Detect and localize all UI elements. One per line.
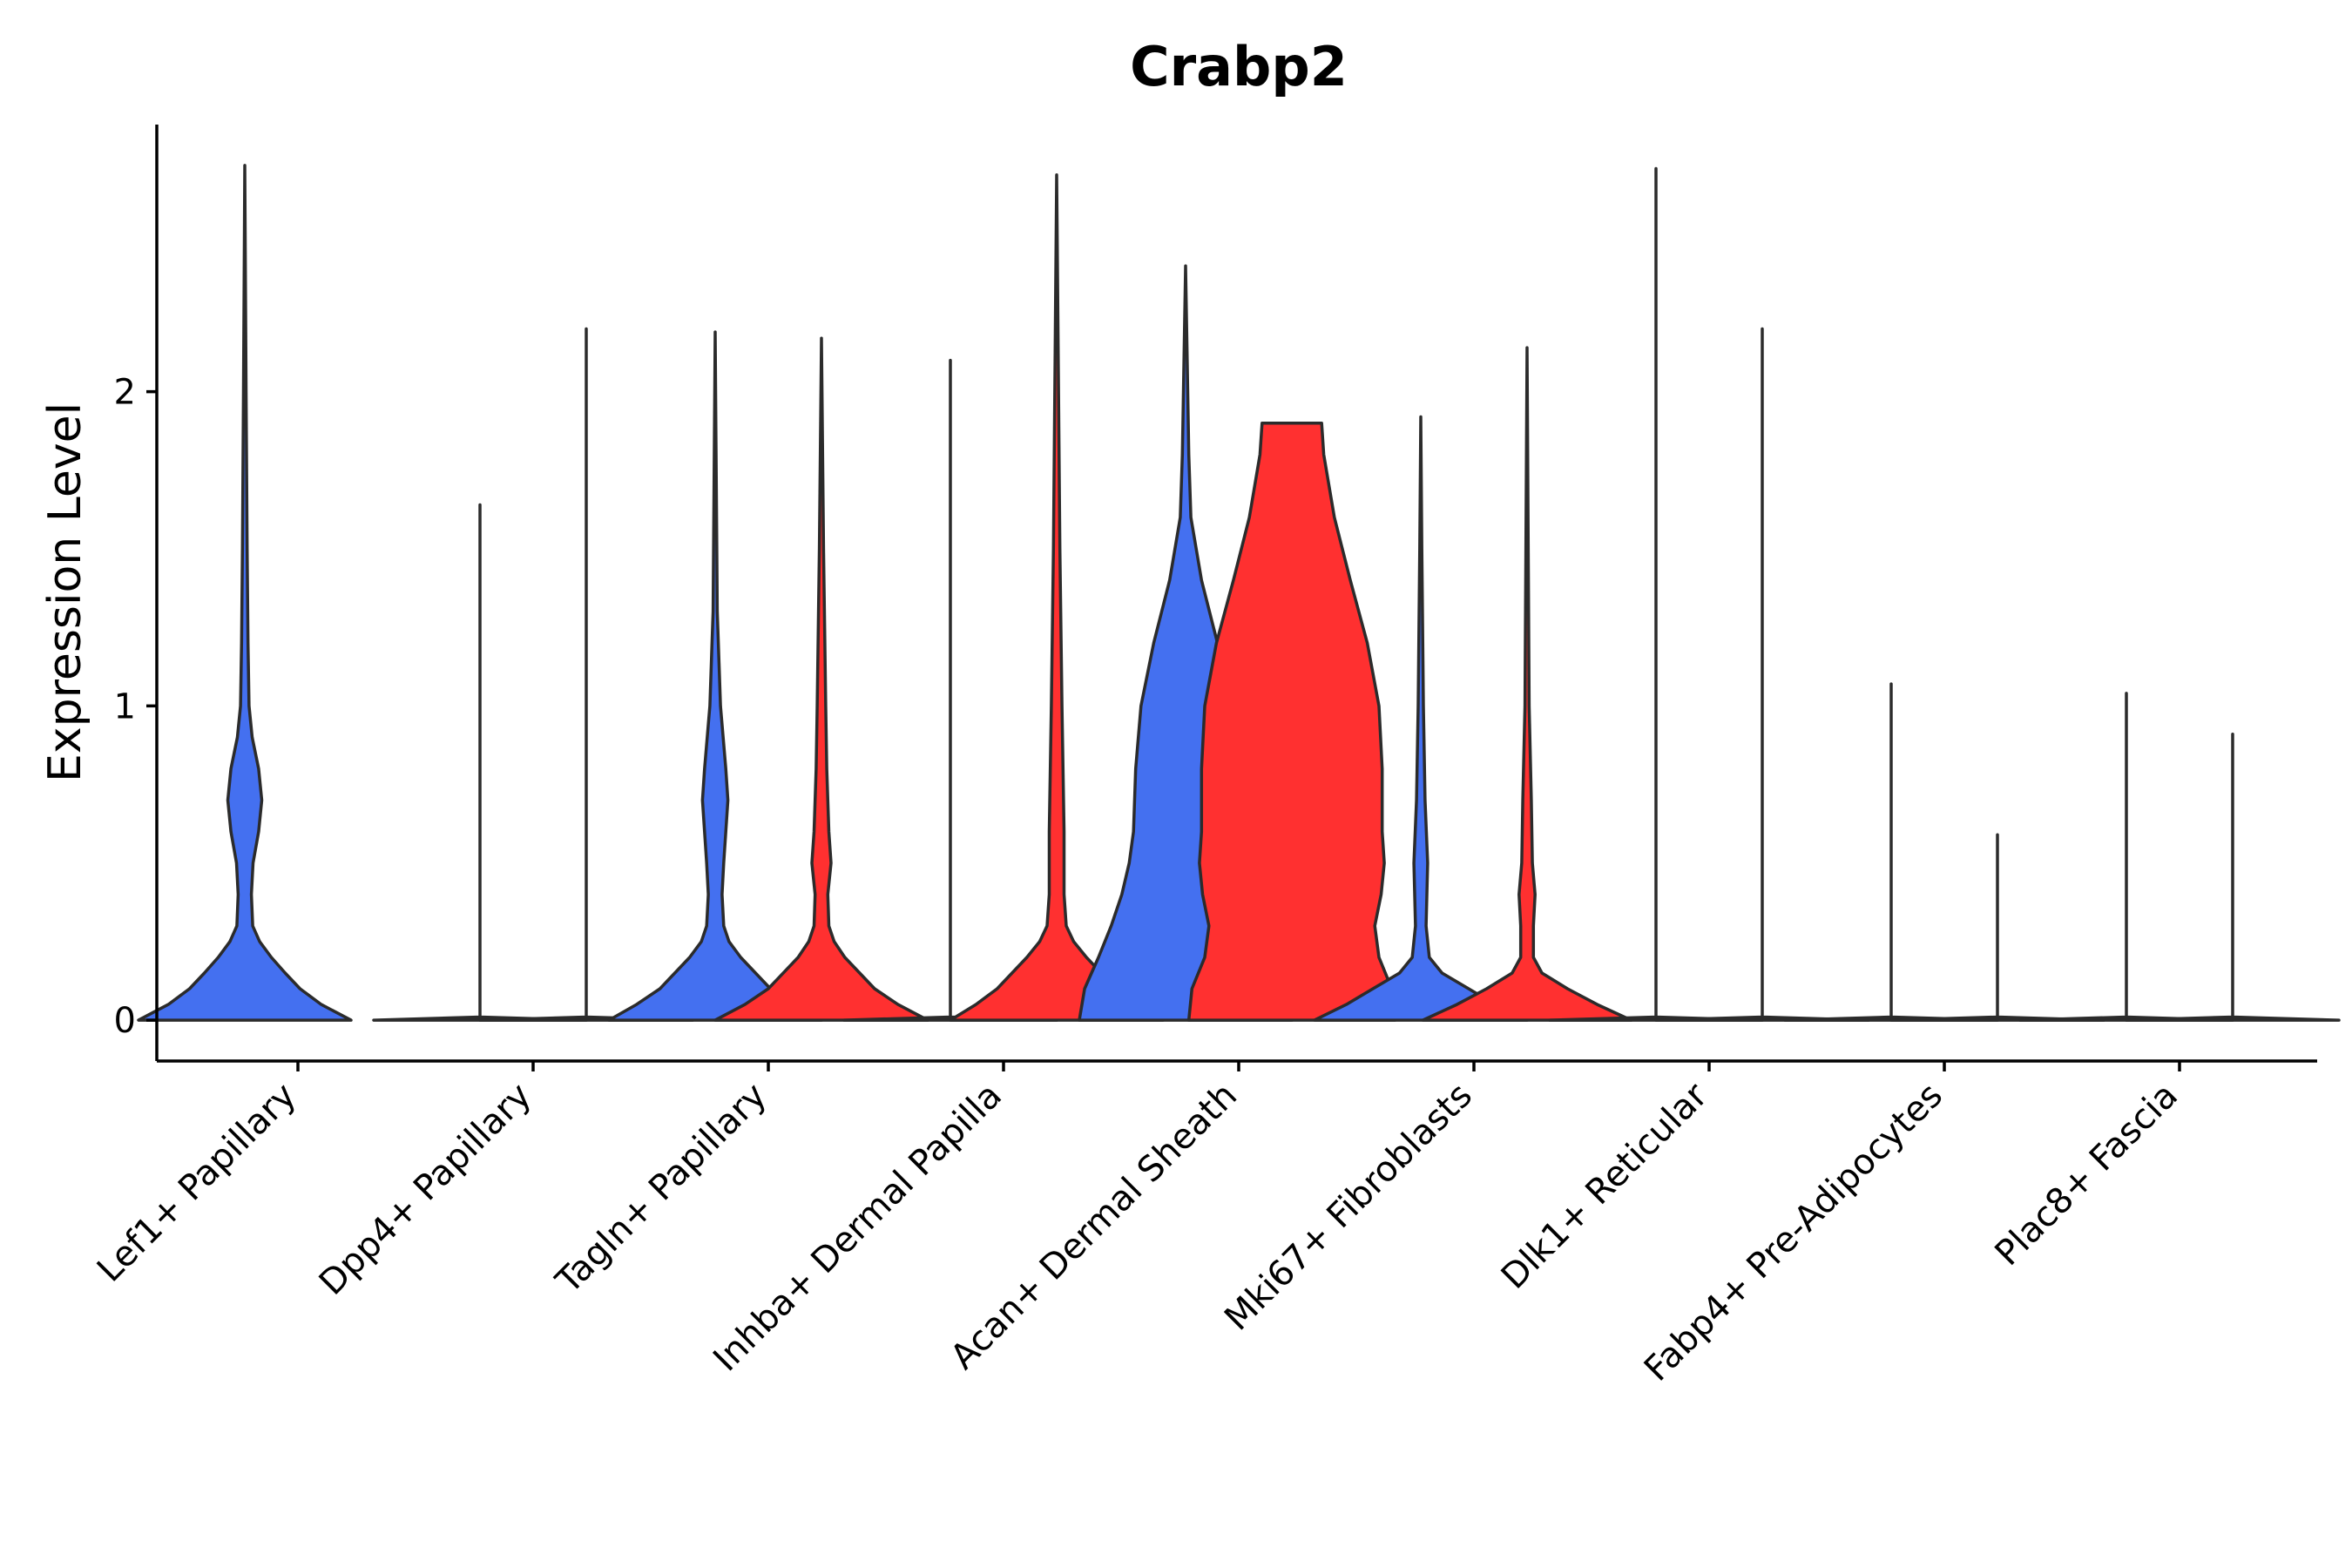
violin-dpp4-papillary-left [372, 503, 588, 1022]
violins-layer [137, 164, 2341, 1022]
violin-dlk1-reticular-right [1654, 327, 1870, 1022]
x-tick-label-lef1-papillary: Lef1+ Papillary [90, 1076, 304, 1290]
y-tick-label-2: 2 [114, 373, 136, 413]
violin-fabp4-pre-adipocytes-left [1783, 682, 1999, 1022]
violin-inhba-dermal-papilla-left [842, 358, 1058, 1022]
violin-plac8-fascia-left [2018, 692, 2234, 1022]
violin-tagln-papillary-right [713, 336, 929, 1022]
y-tick-label-1: 1 [114, 686, 136, 727]
violin-fabp4-pre-adipocytes-right [1889, 833, 2105, 1022]
y-tick-label-0: 0 [114, 1001, 136, 1041]
violin-lef1-papillary-left [137, 164, 353, 1022]
violin-mki67-fibroblasts-right [1421, 346, 1633, 1022]
y-axis-label: Expression Level [39, 402, 91, 782]
violin-tagln-papillary-left [607, 330, 823, 1022]
violin-dpp4-papillary-right [478, 327, 694, 1022]
violin-dlk1-reticular-left [1548, 166, 1764, 1022]
x-tick-label-dpp4-papillary: Dpp4+ Papillary [312, 1076, 539, 1303]
x-tick-label-tagln-papillary: Tagln+ Papillary [548, 1076, 774, 1302]
chart-title: Crabp2 [1130, 35, 1348, 98]
x-tick-label-plac8-fascia: Plac8+ Fascia [1988, 1076, 2186, 1274]
x-tick-label-dlk1-reticular: Dlk1+ Reticular [1494, 1075, 1716, 1297]
violin-acan-dermal-sheath-right [1186, 421, 1397, 1022]
violin-inhba-dermal-papilla-right [949, 172, 1165, 1022]
x-tick-label-mki67-fibroblasts: Mki67+ Fibroblasts [1217, 1076, 1480, 1339]
violin-mki67-fibroblasts-left [1313, 415, 1529, 1022]
violin-plac8-fascia-right [2125, 733, 2341, 1022]
